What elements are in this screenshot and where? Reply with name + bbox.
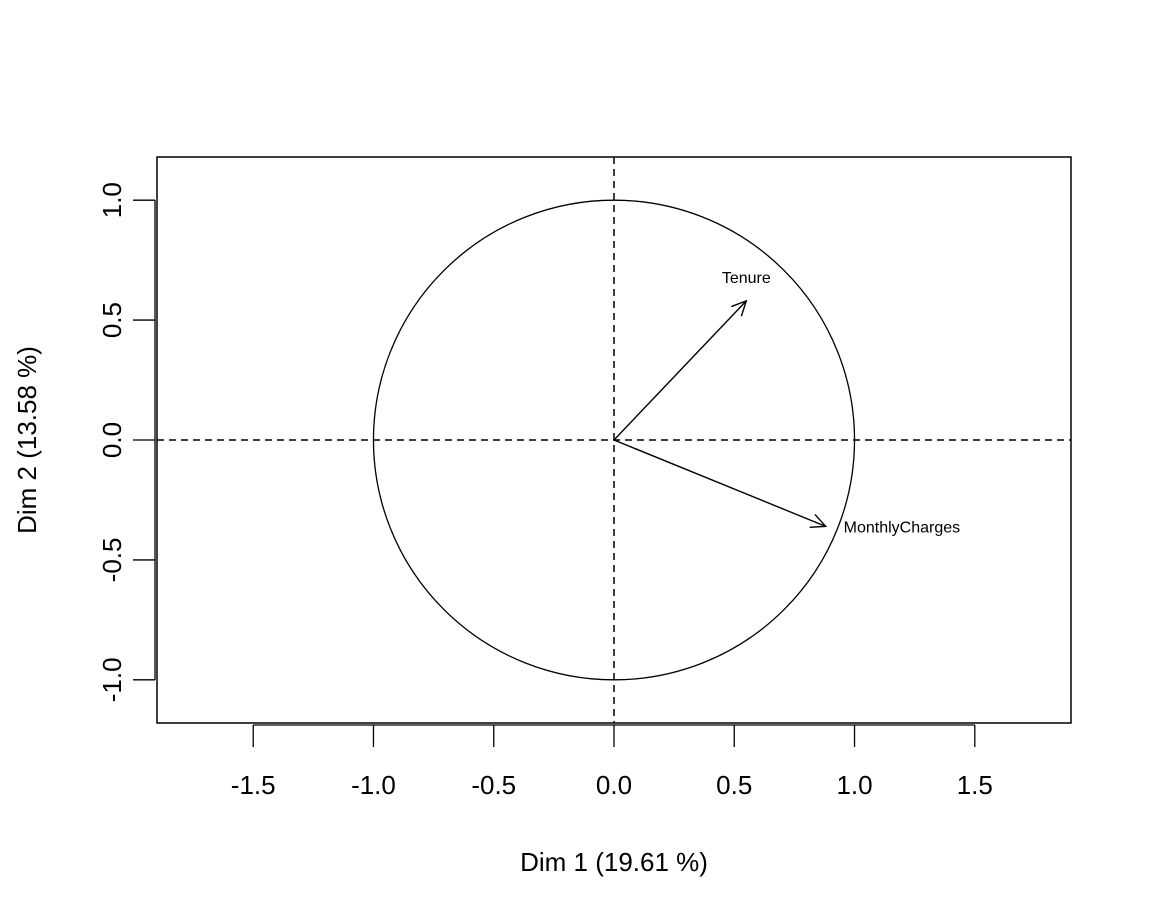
vector-arrow-head <box>809 513 828 529</box>
x-tick-label: -1.5 <box>231 770 276 800</box>
y-tick-label: -0.5 <box>97 538 127 583</box>
y-tick-label: 0.5 <box>97 302 127 338</box>
x-tick-label: 0.0 <box>596 770 632 800</box>
x-tick-label: 0.5 <box>716 770 752 800</box>
unit-circle <box>372 199 856 681</box>
y-tick-label: 0.0 <box>97 422 127 458</box>
x-tick-label: -0.5 <box>471 770 516 800</box>
x-axis-label: Dim 1 (19.61 %) <box>520 847 708 877</box>
y-tick-label: 1.0 <box>97 182 127 218</box>
vector-arrow-line <box>613 300 747 441</box>
y-tick-label: -1.0 <box>97 657 127 702</box>
vector-arrow-line <box>613 439 826 527</box>
vector-tenure: Tenure <box>613 270 771 441</box>
y-axis-label: Dim 2 (13.58 %) <box>12 346 42 534</box>
vector-arrow-head <box>731 299 748 317</box>
x-tick-label: 1.5 <box>957 770 993 800</box>
vector-monthlycharges: MonthlyCharges <box>613 439 961 536</box>
x-tick-label: 1.0 <box>836 770 872 800</box>
vector-label: MonthlyCharges <box>844 519 961 536</box>
x-tick-label: -1.0 <box>351 770 396 800</box>
vector-label: Tenure <box>722 270 771 287</box>
